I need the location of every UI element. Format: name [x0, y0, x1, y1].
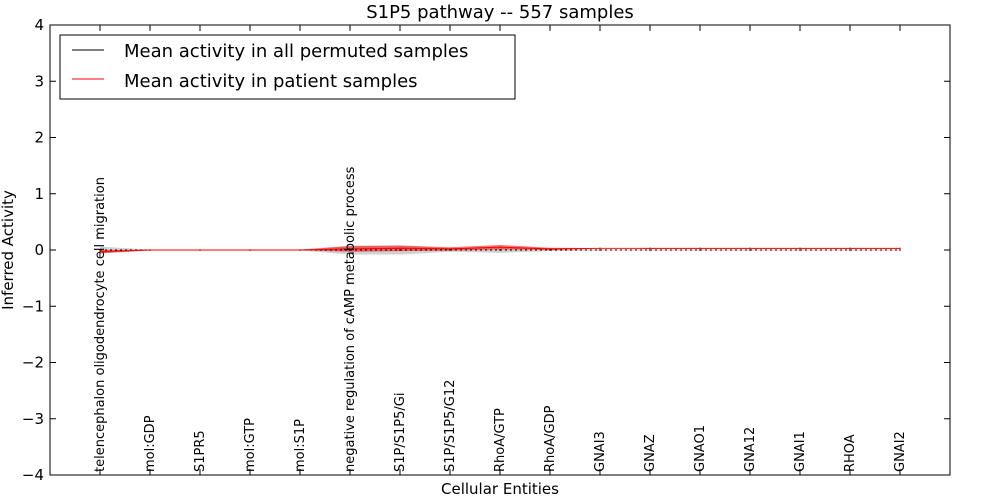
entity-label: S1PR5	[193, 430, 208, 472]
y-axis-ticks: 4 3 2 1 0 −1 −2 −3 −4	[22, 16, 950, 484]
y-tick-label: 0	[34, 241, 44, 259]
y-axis-label: Inferred Activity	[0, 190, 17, 310]
legend-label-patient: Mean activity in patient samples	[124, 71, 418, 92]
y-tick-label: −2	[22, 354, 44, 372]
entity-label: RHOA	[843, 434, 858, 472]
series-1-point	[599, 247, 601, 250]
series-0-point	[549, 249, 551, 251]
series-0-point	[499, 249, 501, 251]
series-lines	[99, 246, 901, 253]
series-1-point	[799, 247, 801, 250]
series-1-point	[149, 249, 151, 251]
entity-label: mol:S1P	[293, 419, 308, 472]
series-1-point	[649, 247, 651, 250]
series-0-point	[349, 249, 351, 251]
series-1-point	[549, 248, 551, 250]
series-1-point	[349, 248, 351, 250]
entity-label: RhoA/GDP	[543, 405, 558, 472]
series-1-point	[499, 246, 501, 248]
legend-label-permuted: Mean activity in all permuted samples	[124, 41, 468, 62]
entity-label: mol:GDP	[143, 415, 158, 472]
entity-label: mol:GTP	[243, 418, 258, 472]
entity-label: GNAI3	[593, 431, 608, 472]
series-0-point	[899, 249, 901, 251]
y-tick-label: 3	[34, 72, 44, 90]
series-0-point	[399, 249, 401, 251]
entity-label: GNA12	[743, 427, 758, 472]
series-0-point	[699, 249, 701, 251]
plot-frame	[49, 24, 951, 476]
series-0-point	[649, 249, 651, 251]
entity-label: GNAZ	[643, 434, 658, 472]
series-1-point	[199, 249, 201, 251]
series-1-point	[849, 247, 851, 250]
entity-label: S1P/S1P5/G12	[443, 380, 458, 472]
series-1-point	[749, 247, 751, 250]
series-1-point	[699, 247, 701, 250]
entity-label: GNAO1	[693, 425, 708, 472]
entity-label: GNAI1	[793, 431, 808, 472]
x-axis-ticks: telencephalon oligodendrocyte cell migra…	[93, 25, 908, 475]
series-0-point	[849, 249, 851, 251]
entity-label: S1P/S1P5/Gi	[393, 393, 408, 472]
series-1-point	[99, 250, 101, 253]
chart-title: S1P5 pathway -- 557 samples	[366, 2, 634, 23]
series-band-1	[100, 244, 900, 254]
y-tick-label: 1	[34, 185, 44, 203]
series-1-point	[899, 247, 901, 250]
series-1-point	[449, 248, 451, 250]
series-1-point	[399, 247, 401, 250]
y-tick-label: −3	[22, 410, 44, 428]
entity-label: telencephalon oligodendrocyte cell migra…	[93, 177, 108, 472]
legend-box	[59, 34, 516, 100]
legend: Mean activity in all permuted samples Me…	[59, 34, 516, 100]
y-tick-label: −1	[22, 297, 44, 315]
series-0-point	[599, 249, 601, 251]
entity-label: RhoA/GTP	[493, 408, 508, 472]
y-tick-label: −4	[22, 466, 44, 484]
series-1-point	[249, 249, 251, 251]
y-tick-label: 2	[34, 129, 44, 147]
entity-label: GNAI2	[893, 431, 908, 472]
series-0-point	[99, 249, 101, 251]
series-0-point	[449, 249, 451, 251]
y-tick-label: 4	[34, 16, 44, 34]
x-axis-label: Cellular Entities	[441, 480, 559, 498]
series-1-point	[299, 249, 301, 251]
series-0-point	[799, 249, 801, 251]
entity-label: negative regulation of cAMP metabolic pr…	[343, 166, 358, 472]
series-0-point	[749, 249, 751, 251]
